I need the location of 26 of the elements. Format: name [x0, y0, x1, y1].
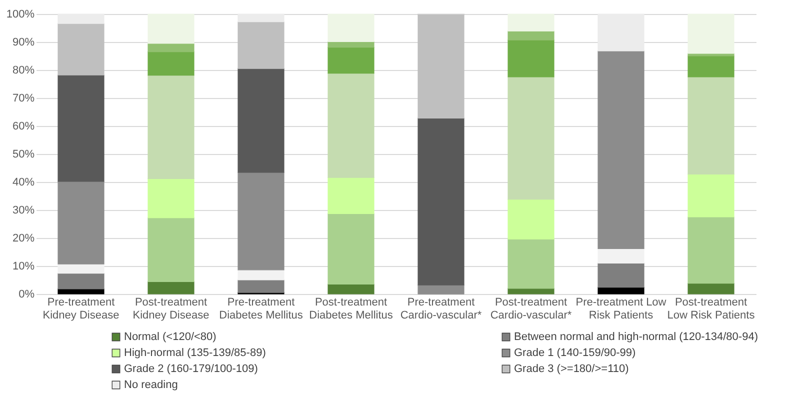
x-tick-label: Pre-treatment Kidney Disease: [42, 296, 120, 322]
legend-label: Grade 2 (160-179/100-109): [124, 363, 258, 375]
x-tick-label: Post-treatment Cardio-vascular*: [490, 296, 572, 322]
legend-label: Normal (<120/<80): [124, 331, 216, 343]
x-tick-label: Post-treatment Low Risk Patients: [667, 296, 756, 322]
y-tick-label: 0%: [18, 288, 35, 300]
y-tick-label: 20%: [12, 232, 35, 244]
legend-label: Between normal and high-normal (120-134/80-94): [514, 331, 758, 343]
y-tick-label: 10%: [12, 260, 35, 272]
y-tick-label: 90%: [12, 36, 35, 48]
legend-label: No reading: [124, 379, 178, 391]
y-tick-label: 100%: [6, 8, 35, 20]
y-tick-label: 80%: [12, 64, 35, 76]
x-tick-label: Post-treatment Diabetes Mellitus: [309, 296, 394, 322]
legend-label: High-normal (135-139/85-89): [124, 347, 266, 359]
x-tick-label: Pre-treatment Diabetes Mellitus: [219, 296, 304, 322]
x-tick-label: Post-treatment Kidney Disease: [132, 296, 210, 322]
x-tick-label: Pre-treatment Low Risk Patients: [576, 296, 666, 322]
legend-label: Grade 3 (>=180/>=110): [514, 363, 629, 375]
y-tick-label: 70%: [12, 92, 35, 104]
y-tick-label: 40%: [12, 176, 35, 188]
y-tick-label: 30%: [12, 204, 35, 216]
x-tick-label: Pre-treatment Cardio-vascular*: [400, 296, 482, 322]
y-tick-label: 60%: [12, 120, 35, 132]
legend-label: Grade 1 (140-159/90-99): [514, 347, 636, 359]
y-tick-label: 50%: [12, 148, 35, 160]
